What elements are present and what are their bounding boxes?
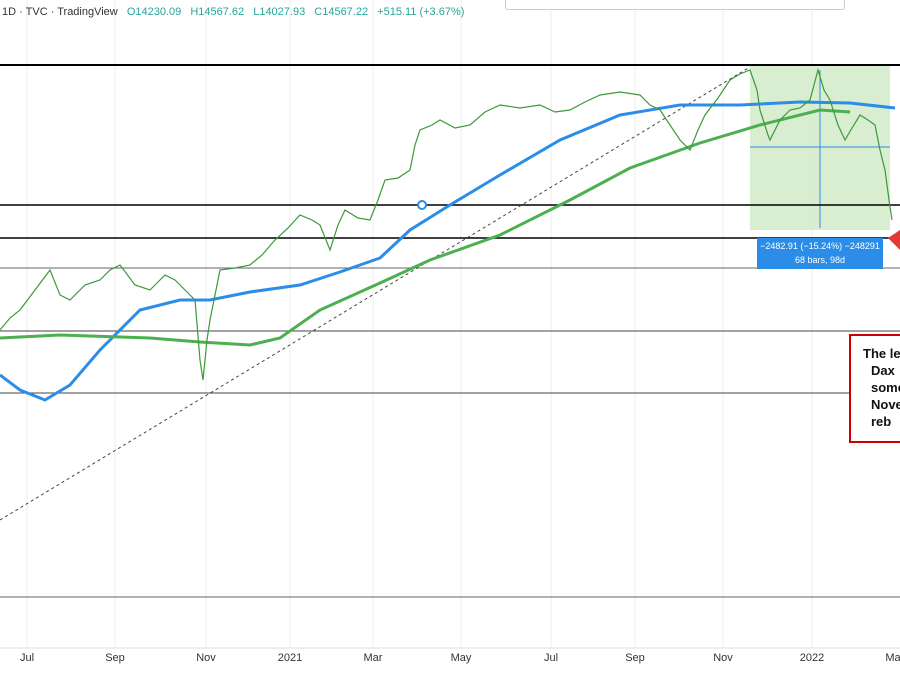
arrow	[888, 230, 900, 250]
legend-header: 1D · TVC · TradingView O14230.09 H14567.…	[2, 6, 470, 18]
x-tick-label: Jul	[19, 652, 35, 664]
trend-line	[0, 66, 751, 521]
ohlc-open: O14230.09	[126, 6, 182, 18]
grid	[26, 0, 813, 648]
x-tick-label: Sep	[625, 652, 645, 664]
x-tick-label: Nov	[713, 652, 733, 664]
ohlc-low: L14027.93	[253, 6, 306, 18]
annotation: The le Dax some Nove reb	[849, 334, 900, 443]
x-tick-label: Nov	[196, 652, 216, 664]
annotation-line: Dax	[871, 363, 895, 378]
measure-span: 68 bars, 98d	[794, 255, 846, 265]
annotation-line: some	[871, 380, 900, 395]
ohlc-high: H14567.62	[190, 6, 245, 18]
annotation-line: reb	[871, 414, 892, 429]
toolbar[interactable]	[505, 0, 845, 10]
x-tick-label: Ma	[885, 652, 900, 664]
annotation-line: The le	[863, 346, 900, 361]
ohlc-close: C14567.22	[314, 6, 369, 18]
x-tick-label: May	[450, 652, 472, 664]
x-tick-label: Sep	[105, 652, 125, 664]
measure-change: −2482.91 (−15.24%) −248291	[760, 241, 880, 251]
measure-label: −2482.91 (−15.24%) −248291 68 bars, 98d	[757, 238, 883, 269]
x-tick-label: Mar	[363, 652, 383, 664]
anchor-handle[interactable]	[417, 200, 427, 210]
x-tick-label: 2021	[277, 652, 303, 664]
symbol: 1D · TVC · TradingView	[2, 6, 118, 18]
moving-average-100	[0, 100, 896, 402]
x-tick-label: 2022	[799, 652, 825, 664]
price	[0, 67, 893, 381]
moving-average-200	[0, 108, 851, 347]
ohlc-change: +515.11 (+3.67%)	[377, 6, 465, 18]
annotation-line: Nove	[871, 397, 900, 412]
x-tick-label: Jul	[543, 652, 559, 664]
